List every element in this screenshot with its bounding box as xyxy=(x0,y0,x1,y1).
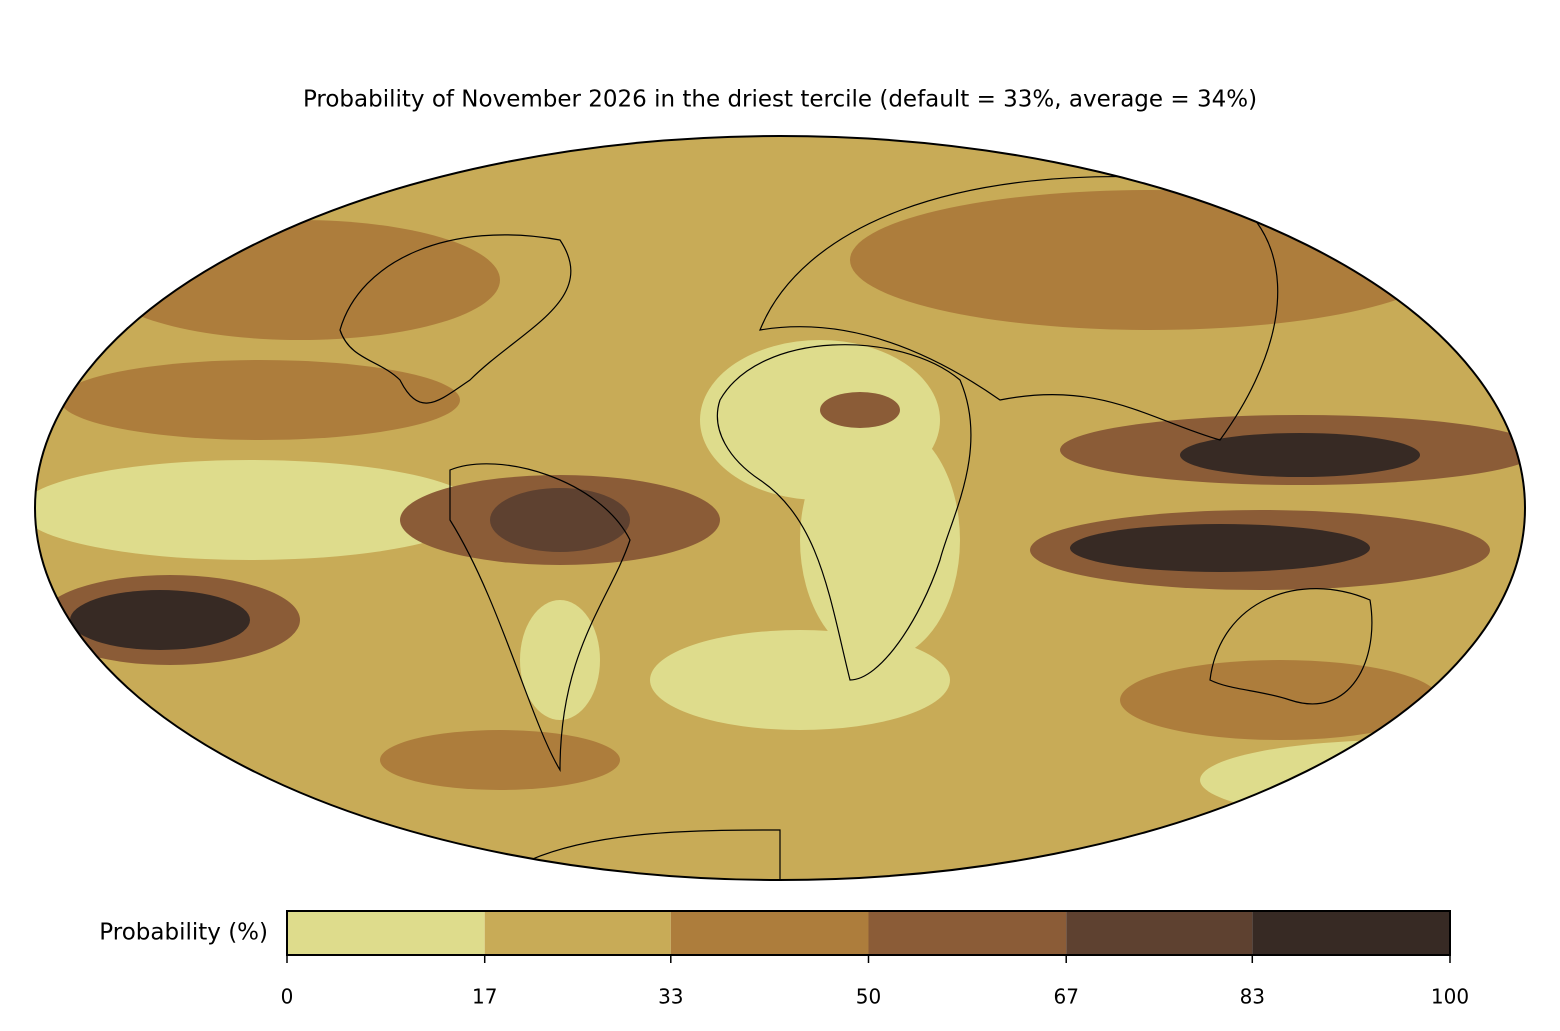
colorbar-segment xyxy=(670,911,869,955)
tick-label: 67 xyxy=(1053,985,1078,1009)
tick-label: 50 xyxy=(856,985,881,1009)
tick-label: 0 xyxy=(281,985,294,1009)
tick-label: 83 xyxy=(1240,985,1265,1009)
map-title: Probability of November 2026 in the drie… xyxy=(303,87,1257,113)
colorbar-segment xyxy=(1252,911,1450,955)
colorbar: 0 17 33 50 67 83 100 xyxy=(281,910,1469,1009)
tick-label: 33 xyxy=(658,985,683,1009)
colorbar-segment xyxy=(484,911,671,955)
colorbar-segment xyxy=(868,911,1067,955)
colorbar-label: Probability (%) xyxy=(99,920,268,946)
colorbar-segment xyxy=(1066,911,1253,955)
colorbar-segment xyxy=(287,911,485,955)
tick-label: 100 xyxy=(1431,985,1469,1009)
map-frame xyxy=(34,135,1526,881)
tick-label: 17 xyxy=(472,985,497,1009)
probability-field xyxy=(35,136,1525,880)
